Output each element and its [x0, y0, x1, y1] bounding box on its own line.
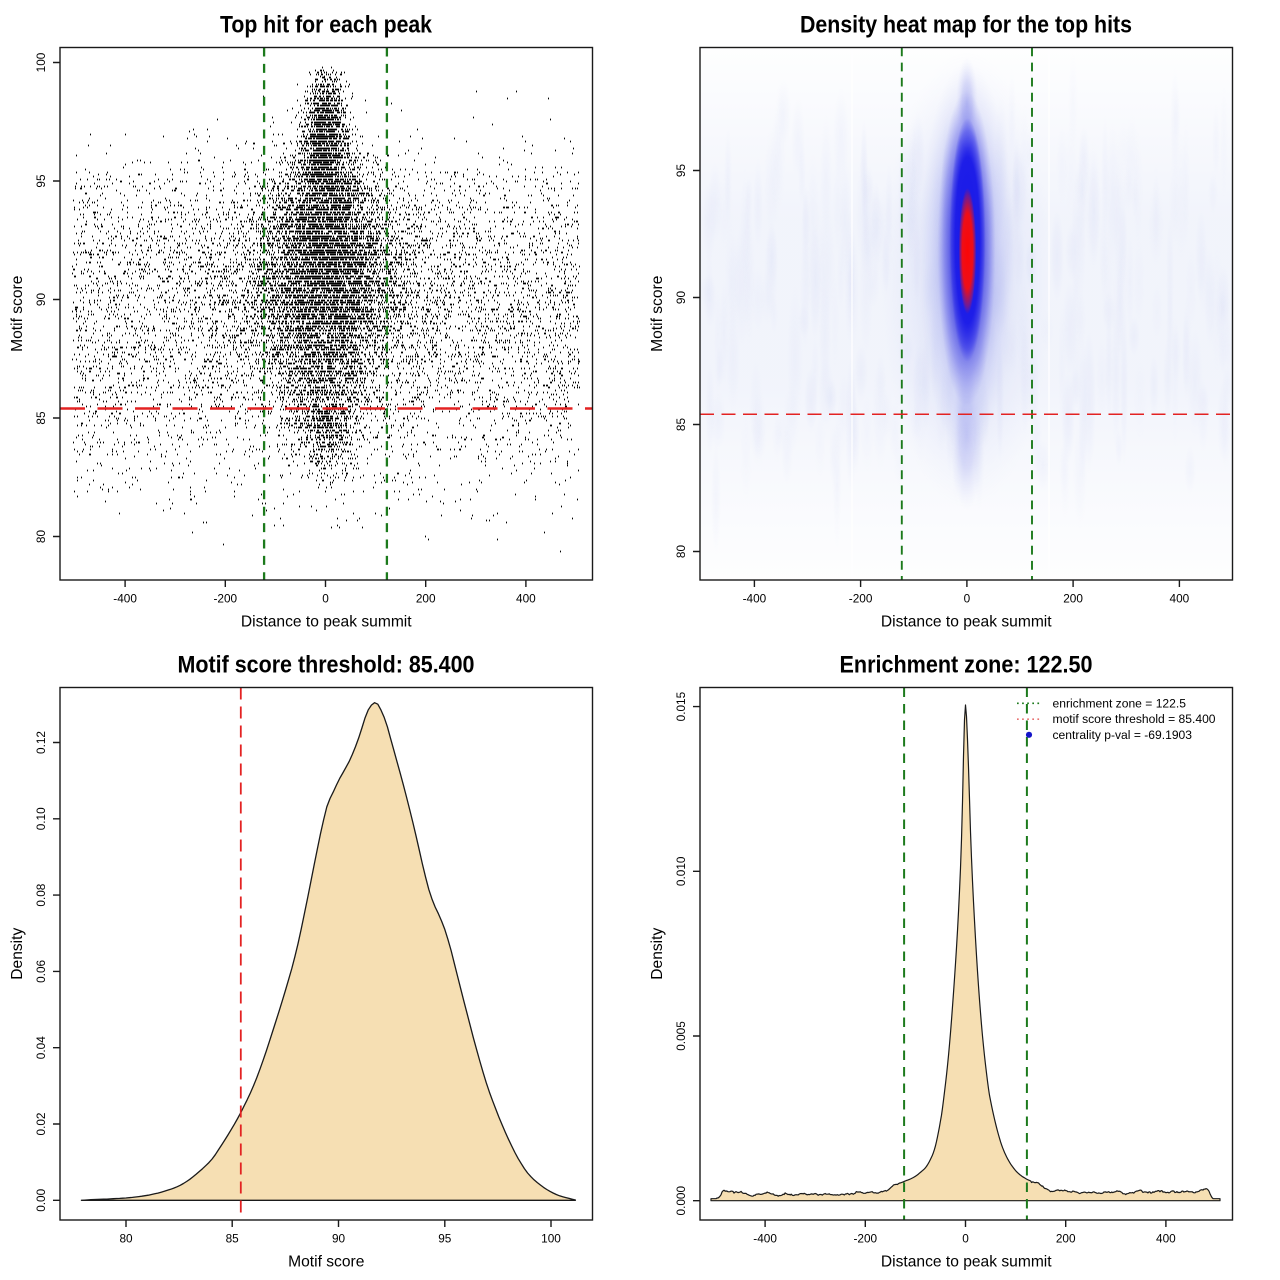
svg-text:90: 90 — [674, 291, 688, 305]
svg-text:-400: -400 — [113, 591, 137, 605]
svg-text:200: 200 — [416, 591, 436, 605]
svg-text:95: 95 — [438, 1231, 452, 1245]
svg-text:Density heat map for the top h: Density heat map for the top hits — [800, 11, 1132, 38]
svg-text:0.015: 0.015 — [674, 691, 688, 721]
svg-text:Density: Density — [649, 928, 666, 980]
svg-text:Motif score: Motif score — [649, 276, 666, 352]
svg-text:0: 0 — [962, 1231, 969, 1245]
svg-text:85: 85 — [34, 411, 48, 425]
svg-text:Distance to peak summit: Distance to peak summit — [881, 1254, 1052, 1271]
svg-text:0.06: 0.06 — [34, 959, 48, 982]
svg-text:enrichment zone = 122.5: enrichment zone = 122.5 — [1053, 696, 1187, 710]
svg-text:95: 95 — [674, 164, 688, 178]
svg-text:90: 90 — [332, 1231, 346, 1245]
svg-text:400: 400 — [516, 591, 536, 605]
svg-text:Motif score: Motif score — [288, 1254, 364, 1271]
svg-text:0.02: 0.02 — [34, 1113, 48, 1136]
svg-text:Enrichment zone: 122.50: Enrichment zone: 122.50 — [840, 651, 1093, 678]
svg-text:Distance to peak summit: Distance to peak summit — [881, 614, 1052, 631]
svg-text:0.000: 0.000 — [674, 1186, 688, 1216]
svg-text:200: 200 — [1063, 591, 1083, 605]
svg-text:-400: -400 — [743, 591, 767, 605]
svg-text:motif score threshold = 85.400: motif score threshold = 85.400 — [1053, 712, 1216, 726]
svg-text:85: 85 — [226, 1231, 240, 1245]
svg-text:200: 200 — [1056, 1231, 1076, 1245]
svg-text:centrality p-val = -69.1903: centrality p-val = -69.1903 — [1053, 728, 1193, 742]
svg-text:Distance to peak summit: Distance to peak summit — [241, 614, 412, 631]
svg-text:0.010: 0.010 — [674, 856, 688, 886]
svg-text:90: 90 — [34, 293, 48, 307]
svg-text:Motif score threshold: 85.400: Motif score threshold: 85.400 — [178, 651, 475, 678]
svg-text:0.005: 0.005 — [674, 1021, 688, 1051]
svg-text:0: 0 — [322, 591, 329, 605]
svg-text:-200: -200 — [849, 591, 873, 605]
svg-text:80: 80 — [34, 530, 48, 544]
svg-text:-200: -200 — [853, 1231, 877, 1245]
svg-text:0: 0 — [964, 591, 971, 605]
svg-text:95: 95 — [34, 174, 48, 188]
svg-text:0.12: 0.12 — [34, 731, 48, 754]
svg-text:Top hit for each peak: Top hit for each peak — [220, 11, 433, 38]
svg-text:400: 400 — [1170, 591, 1190, 605]
svg-text:80: 80 — [674, 545, 688, 559]
svg-text:-200: -200 — [213, 591, 237, 605]
svg-text:85: 85 — [674, 418, 688, 432]
svg-text:0.08: 0.08 — [34, 883, 48, 906]
svg-text:-400: -400 — [753, 1231, 777, 1245]
svg-text:0.00: 0.00 — [34, 1188, 48, 1211]
svg-text:400: 400 — [1156, 1231, 1176, 1245]
svg-text:80: 80 — [119, 1231, 133, 1245]
svg-text:100: 100 — [34, 52, 48, 72]
svg-text:0.04: 0.04 — [34, 1036, 48, 1059]
svg-text:Density: Density — [9, 928, 26, 980]
svg-text:100: 100 — [541, 1231, 561, 1245]
svg-text:0.10: 0.10 — [34, 807, 48, 830]
svg-text:Motif score: Motif score — [9, 276, 26, 352]
